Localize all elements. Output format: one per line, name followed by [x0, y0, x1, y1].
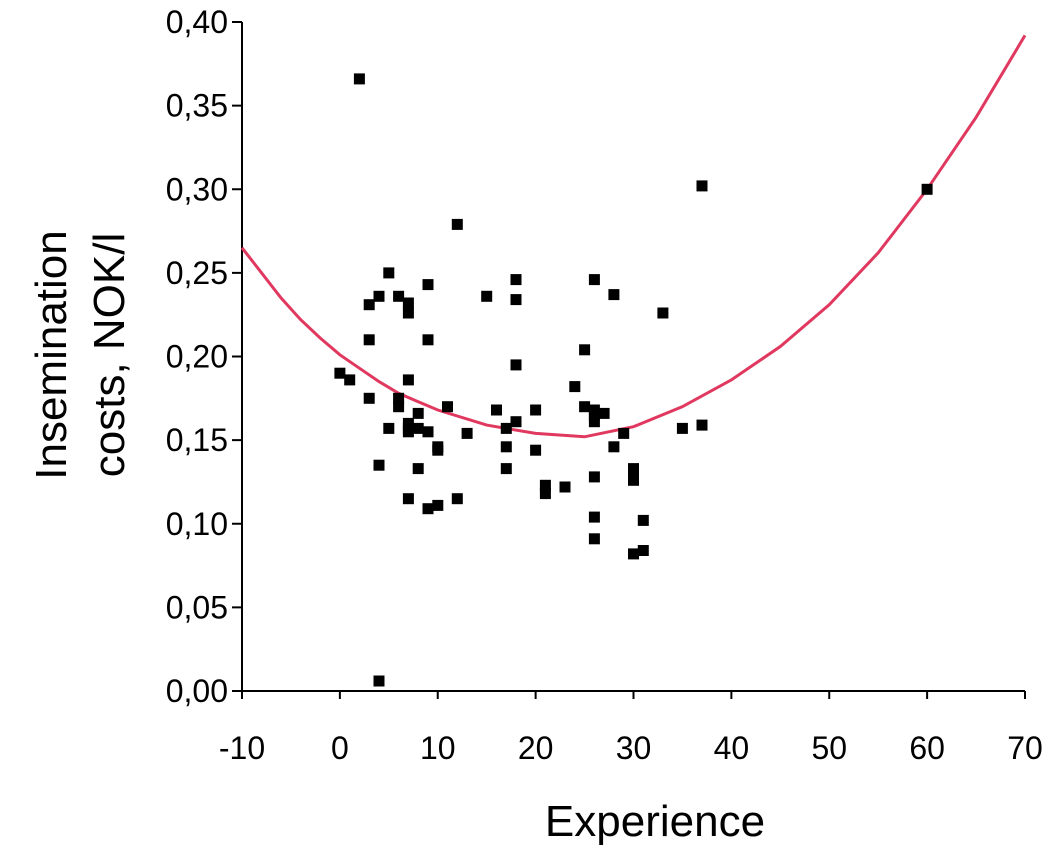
x-tick-label: 40	[714, 730, 750, 766]
data-point	[530, 404, 542, 416]
data-point	[383, 267, 395, 279]
data-point	[432, 499, 444, 511]
y-axis-title-line-2: costs, NOK/l	[85, 233, 134, 478]
y-axis-title-line-1: Insemination	[27, 230, 76, 479]
data-point	[363, 299, 375, 311]
data-point	[451, 493, 463, 505]
data-point	[588, 511, 600, 523]
data-point	[588, 409, 600, 421]
data-point	[608, 289, 620, 301]
x-tick-label: -10	[219, 730, 265, 766]
data-point	[618, 427, 630, 439]
data-point	[588, 471, 600, 483]
data-point	[422, 503, 434, 515]
y-tick-label: 0,25	[166, 255, 228, 291]
data-point	[510, 359, 522, 371]
data-point	[373, 675, 385, 687]
data-point	[393, 290, 405, 302]
y-tick-label: 0,05	[166, 589, 228, 625]
fit-curve	[240, 34, 1027, 439]
x-axis-title: Experience	[545, 797, 765, 846]
data-point	[451, 218, 463, 230]
data-point	[530, 444, 542, 456]
data-point	[628, 474, 639, 486]
data-point	[559, 481, 571, 493]
x-tick-label: 70	[1007, 730, 1043, 766]
data-point	[461, 427, 473, 439]
data-point	[579, 401, 591, 413]
y-tick-label: 0,00	[166, 673, 228, 709]
x-axis: -10 0 10 20 30 40 50 60 70	[219, 691, 1043, 766]
data-point	[657, 307, 669, 319]
data-point	[500, 422, 512, 434]
x-tick-label: 50	[811, 730, 847, 766]
data-point	[412, 463, 424, 475]
data-point	[628, 548, 639, 560]
data-point	[402, 297, 414, 309]
y-tick-label: 0,35	[166, 88, 228, 124]
data-point	[637, 514, 649, 526]
data-point	[442, 401, 453, 413]
data-point	[608, 441, 620, 453]
data-point	[432, 444, 444, 456]
data-point	[422, 334, 434, 346]
data-point	[637, 545, 649, 556]
y-axis: 0,00 0,05 0,10 0,15 0,20 0,25 0,30 0,35 0,40	[166, 4, 242, 709]
y-tick-label: 0,40	[166, 4, 228, 40]
data-point	[598, 407, 610, 419]
data-point	[510, 416, 522, 428]
data-point	[402, 426, 414, 438]
data-point	[412, 422, 424, 434]
data-point	[422, 279, 434, 291]
data-point	[696, 180, 708, 192]
data-point	[412, 407, 424, 419]
data-point	[539, 479, 551, 491]
data-point	[676, 422, 688, 434]
x-tick-label: 20	[518, 730, 554, 766]
data-point	[363, 392, 375, 404]
data-point	[569, 381, 581, 393]
data-point	[402, 374, 414, 386]
y-tick-label: 0,20	[166, 339, 228, 375]
data-point	[363, 334, 375, 346]
data-point	[588, 274, 600, 286]
data-point	[500, 463, 512, 475]
data-point	[588, 416, 600, 428]
x-tick-label: 30	[616, 730, 652, 766]
x-tick-label: 10	[420, 730, 456, 766]
data-point	[628, 468, 639, 480]
y-tick-label: 0,30	[166, 171, 228, 207]
data-point	[383, 422, 395, 434]
fit-curve-layer	[240, 34, 1027, 439]
data-point	[402, 307, 414, 319]
data-point	[393, 401, 405, 413]
data-point	[921, 183, 933, 195]
data-points	[334, 73, 933, 687]
data-point	[393, 392, 405, 404]
data-point	[422, 426, 434, 438]
data-point	[334, 367, 346, 379]
data-point	[510, 294, 522, 306]
data-point	[539, 488, 551, 500]
data-point	[510, 274, 522, 286]
data-point	[500, 441, 512, 453]
data-point	[344, 374, 356, 386]
x-tick-label: 0	[331, 730, 349, 766]
data-point	[373, 290, 385, 302]
data-point	[373, 459, 385, 471]
data-point	[696, 419, 708, 431]
x-tick-label: 60	[909, 730, 945, 766]
data-point	[402, 493, 414, 505]
data-point	[353, 73, 365, 85]
y-tick-label: 0,10	[166, 506, 228, 542]
data-point	[579, 344, 591, 356]
data-point	[588, 533, 600, 545]
y-tick-label: 0,15	[166, 422, 228, 458]
data-point	[491, 404, 502, 416]
data-point	[481, 290, 493, 302]
